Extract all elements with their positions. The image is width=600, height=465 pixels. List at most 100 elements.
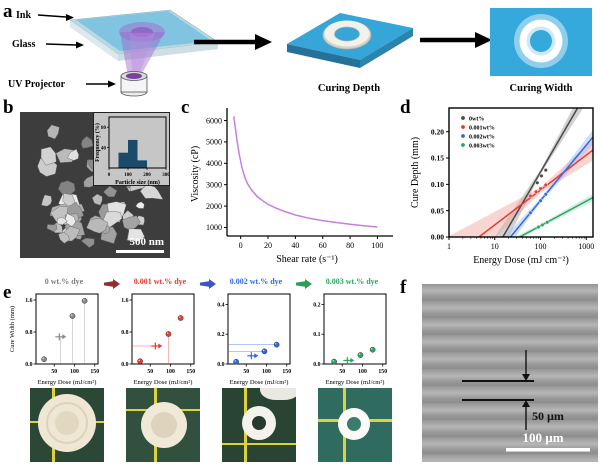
ink-arrow xyxy=(37,14,67,18)
tick-label: 100 xyxy=(262,369,271,375)
ink-arrowhead-icon xyxy=(66,14,74,21)
legend-label: 0wt% xyxy=(469,117,484,123)
panel-label-b: b xyxy=(3,97,14,118)
glass-slab-front xyxy=(118,42,218,61)
cure-width-chart-2: 0.0 0.2 0.4 50 100 150 Energy Dose (mJ/cm²) xyxy=(217,293,291,386)
panel-a-schematic: Ink Glass UV Projector Curing Depth Curi… xyxy=(8,8,592,97)
stray-blob xyxy=(260,388,296,400)
uv-projector-lens xyxy=(126,73,142,79)
cured-slab-front xyxy=(360,28,413,68)
sem-particle xyxy=(56,216,68,226)
glass-arrowhead-icon xyxy=(76,41,84,49)
sem-particle xyxy=(41,194,52,207)
sem-particle xyxy=(58,232,70,244)
panel-label-d: d xyxy=(400,97,411,118)
tick-label: 20 xyxy=(264,241,272,250)
data-point xyxy=(137,358,143,365)
down-arrowhead-icon xyxy=(522,374,530,381)
grid-line xyxy=(222,442,296,446)
point-highlight xyxy=(234,360,237,362)
tick-label: 0.20 xyxy=(431,127,444,136)
uv-spot-core xyxy=(131,27,153,37)
tick-label: 100 xyxy=(371,241,383,250)
micrograph-annotations: 50 µm 100 µm xyxy=(462,350,590,452)
tick-label: 150 xyxy=(90,369,99,375)
tick-label: 0.0 xyxy=(121,362,128,368)
tick-label: 6000 xyxy=(206,116,222,125)
tick-label: 150 xyxy=(186,369,195,375)
tick-label: 0.0 xyxy=(313,362,320,368)
data-point xyxy=(369,346,376,353)
data-point xyxy=(545,220,550,225)
x-axis-label: Particle size (nm) xyxy=(115,179,160,185)
point-highlight xyxy=(83,299,85,301)
panel-label-a: a xyxy=(3,1,13,22)
x-axis-label: Energy Dose (mJ/cm²) xyxy=(230,379,289,386)
tick-label: 100 xyxy=(358,369,367,375)
tick-label: 5000 xyxy=(206,138,222,147)
x-axis-label: Shear rate (s⁻¹) xyxy=(276,254,338,265)
sem-particle xyxy=(81,135,94,149)
cured-ring-hole xyxy=(334,26,360,42)
cured-slab-side xyxy=(287,44,360,68)
data-point xyxy=(538,198,543,203)
cured-disc-center xyxy=(151,412,177,438)
micrograph-image xyxy=(422,284,598,462)
sem-particle xyxy=(91,193,103,206)
data-point xyxy=(543,168,548,173)
glass-label: Glass xyxy=(12,39,35,50)
tick-label: 50 xyxy=(147,369,153,375)
tick-label: 0.15 xyxy=(431,154,444,163)
tick-label: 80 xyxy=(346,241,354,250)
curing-depth-caption: Curing Depth xyxy=(318,83,380,94)
data-point xyxy=(528,193,533,198)
point-highlight xyxy=(166,332,169,334)
fit-line xyxy=(477,149,593,237)
data-point xyxy=(528,210,533,215)
point-highlight xyxy=(138,359,141,362)
tick-label: 40 xyxy=(101,146,107,151)
point-highlight xyxy=(275,343,277,345)
sem-particle xyxy=(102,211,123,228)
point-highlight xyxy=(179,316,181,318)
tick-label: 150 xyxy=(282,369,291,375)
cure-width-chart-3: 0.0 0.1 0.2 50 100 150 Energy Dose (mJ/cm²) xyxy=(313,293,387,386)
micro-scale-bar xyxy=(506,448,590,452)
sem-particle xyxy=(40,146,57,166)
tick-label: 0.00 xyxy=(431,233,444,242)
sem-particle xyxy=(135,201,145,209)
tick-label: 50 xyxy=(51,369,57,375)
glass-slab-side xyxy=(70,20,118,61)
point-highlight xyxy=(332,360,335,362)
tick-label: 1000 xyxy=(578,242,594,251)
title-arrow-2-icon xyxy=(200,279,216,289)
tick-label: 50 xyxy=(243,369,249,375)
special-marker-head xyxy=(254,353,259,359)
micro-scale-label: 100 µm xyxy=(522,430,563,445)
y-axis-label: Frequency (%) xyxy=(94,123,101,162)
ring-hole xyxy=(347,417,361,431)
tick-label: 100 xyxy=(535,242,547,251)
point-highlight xyxy=(262,349,265,352)
title-arrow-1-icon xyxy=(104,279,120,289)
confidence-band xyxy=(494,108,584,237)
point-highlight xyxy=(371,348,373,350)
tick-label: 0 xyxy=(108,173,111,178)
data-point xyxy=(41,356,47,363)
tick-label: 40 xyxy=(291,241,299,250)
tick-label: 1.6 xyxy=(25,298,32,304)
hist-bar xyxy=(137,160,147,168)
legend-marker xyxy=(461,134,465,138)
x-axis-label: Energy Dose (mJ/cm²) xyxy=(38,379,97,386)
subplot-title-1: 0.001 wt.% dye xyxy=(133,277,187,286)
data-point xyxy=(536,224,541,229)
y-axis-label: Cure Width (mm) xyxy=(9,306,16,352)
legend-label: 0.003wt% xyxy=(469,144,495,150)
tick-label: 0.2 xyxy=(313,302,320,308)
tick-label: 0.0 xyxy=(25,362,32,368)
tick-label: 1000 xyxy=(206,223,222,232)
data-point xyxy=(543,182,548,187)
sem-particle xyxy=(86,218,109,234)
sem-particle xyxy=(127,228,145,242)
